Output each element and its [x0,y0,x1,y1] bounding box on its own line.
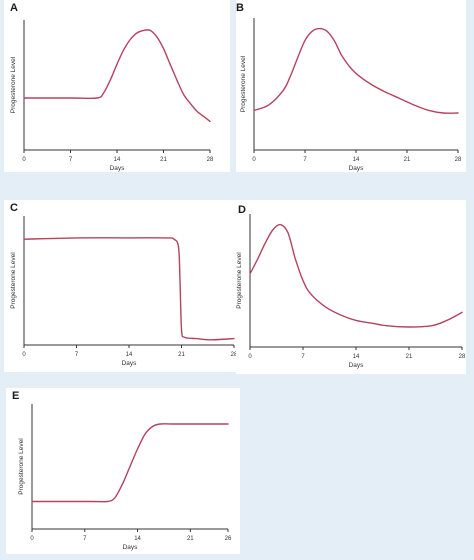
x-tick-label: 0 [30,536,34,542]
x-tick-label: 0 [248,354,252,360]
x-tick-label: 26 [225,536,232,542]
y-axis-label: Progesterone Level [10,56,17,113]
x-tick-label: 7 [303,157,307,163]
x-tick-label: 0 [252,157,256,163]
chart-panel-d: D 0 7 14 21 28 Days Progesterone Level [236,200,466,374]
x-tick-label: 21 [406,354,413,360]
x-tick-label: 21 [404,157,411,163]
x-tick-label: 14 [126,352,133,358]
x-tick-label: 0 [22,157,26,163]
panel-letter: D [238,204,246,216]
x-axis-label: Days [110,165,126,172]
chart-panel-a: A 0 7 14 21 28 Days Progesterone Level [4,0,230,172]
x-tick-label: 21 [187,536,194,542]
x-tick-label: 28 [207,157,214,163]
chart-panel-c: C 0 7 14 21 28 Days Progesterone Level [4,200,238,372]
x-tick-label: 21 [160,157,167,163]
progesterone-curve [23,237,235,341]
x-axis-label: Days [349,362,365,369]
x-tick-label: 14 [134,536,141,542]
panel-letter: A [10,2,18,14]
x-axis-label: Days [123,544,139,551]
x-tick-label: 7 [83,536,87,542]
x-axis-label: Days [122,360,138,367]
x-tick-label: 28 [455,157,462,163]
x-tick-label: 14 [353,354,360,360]
x-axis-label: Days [349,165,365,172]
progesterone-curve [253,27,459,114]
chart-b: 0 7 14 21 28 Days Progesterone Level [240,18,462,172]
panel-letter: B [236,2,244,14]
progesterone-curve [31,423,229,503]
x-tick-label: 7 [301,354,305,360]
chart-d: 0 7 14 21 28 Days Progesterone Level [236,214,466,369]
y-axis-label: Progesterone Level [10,252,17,309]
x-tick-label: 28 [459,354,466,360]
x-tick-label: 7 [69,157,73,163]
chart-a: 0 7 14 21 28 Days Progesterone Level [10,20,214,172]
progesterone-curve [23,29,211,123]
y-axis-label: Progesterone Level [236,252,243,309]
panel-letter: E [12,390,20,402]
x-tick-label: 0 [22,352,26,358]
panel-letter: C [10,202,18,214]
progesterone-curve [249,223,463,328]
y-axis-label: Progesterone Level [240,55,247,112]
chart-panel-b: B 0 7 14 21 28 Days Progesterone Level [236,0,466,172]
x-tick-label: 14 [114,157,121,163]
x-tick-label: 14 [353,157,360,163]
chart-e: 0 7 14 21 26 Days Progesterone Level [18,404,232,551]
chart-panel-e: E 0 7 14 21 26 Days Progesterone Level [6,388,240,554]
x-tick-label: 21 [178,352,185,358]
y-axis-label: Progesterone Level [18,438,25,495]
chart-c: 0 7 14 21 28 Days Progesterone Level [10,216,238,367]
x-tick-label: 7 [75,352,79,358]
x-tick-label: 28 [231,352,238,358]
